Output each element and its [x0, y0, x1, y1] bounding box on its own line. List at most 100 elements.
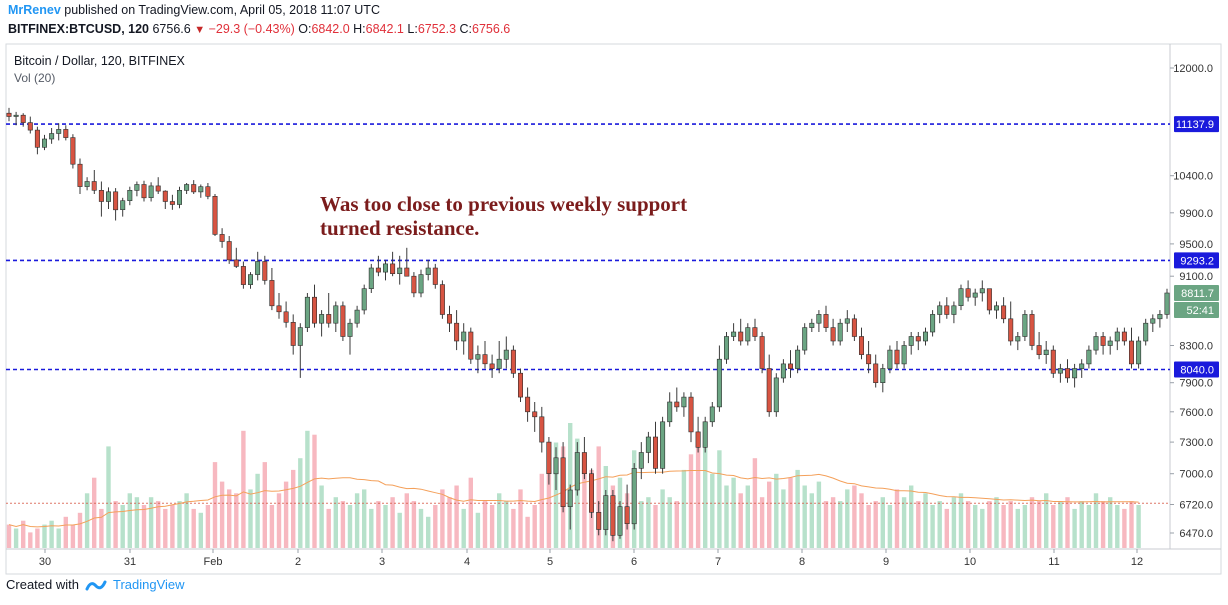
- candle: [1043, 341, 1049, 364]
- chart-frame: [5, 43, 1222, 575]
- footer: Created with TradingView: [6, 577, 185, 592]
- volume-bar: [219, 481, 225, 548]
- volume-bar: [1129, 501, 1134, 548]
- candle-body: [844, 318, 850, 324]
- candle: [432, 263, 438, 289]
- author-link[interactable]: MrRenev: [8, 3, 61, 17]
- candle-body: [709, 406, 715, 423]
- volume-bar: [1044, 493, 1049, 548]
- volume-bar: [113, 501, 118, 548]
- volume-bar: [1072, 508, 1077, 548]
- candle-body: [233, 259, 239, 267]
- volume-bar: [1115, 505, 1120, 548]
- candle: [1057, 363, 1063, 383]
- candle-body: [375, 267, 381, 273]
- candle: [84, 177, 90, 191]
- candle-body: [91, 181, 97, 191]
- candle: [375, 255, 381, 277]
- candle: [382, 259, 388, 281]
- volume-bar: [759, 497, 765, 548]
- candle: [212, 194, 218, 236]
- candle-body: [752, 327, 758, 337]
- candle-body: [496, 358, 502, 369]
- candle-body: [1001, 305, 1007, 320]
- candle: [816, 310, 822, 332]
- candle: [894, 341, 900, 369]
- volume-bar: [305, 430, 310, 548]
- candle-body: [162, 190, 168, 202]
- tradingview-brand-link[interactable]: TradingView: [112, 577, 185, 592]
- x-tick-label: Feb: [204, 556, 223, 568]
- volume-bar: [6, 524, 12, 548]
- candle: [283, 301, 289, 328]
- candle-body: [766, 368, 772, 413]
- candle-body: [432, 267, 438, 285]
- candle: [106, 187, 112, 209]
- candle: [766, 354, 772, 417]
- x-tick-label: 6: [631, 556, 637, 568]
- candle-body: [638, 452, 644, 469]
- candle-body: [468, 331, 474, 360]
- volume-bar: [433, 505, 438, 548]
- volume-bar: [987, 501, 992, 548]
- candle: [986, 288, 992, 315]
- candle-body: [461, 331, 467, 342]
- candle: [1143, 318, 1149, 346]
- x-tick-label: 7: [715, 556, 721, 568]
- x-tick-label: 9: [883, 556, 889, 568]
- candle: [837, 318, 843, 346]
- candle-body: [397, 267, 403, 274]
- candle-body: [1164, 292, 1170, 315]
- candle: [588, 468, 594, 518]
- candle: [248, 272, 254, 289]
- level-price-label-bg: [1174, 116, 1219, 133]
- candle: [354, 305, 360, 328]
- candle-body: [560, 457, 566, 507]
- candle: [141, 180, 147, 202]
- candle-body: [610, 495, 616, 536]
- candle-body: [290, 321, 296, 346]
- volume-bar: [397, 512, 402, 548]
- candle-body: [851, 318, 857, 337]
- candle-body: [489, 363, 495, 369]
- candle: [120, 197, 126, 217]
- y-tick-label: 9900.0: [1179, 208, 1213, 220]
- candle-body: [688, 396, 694, 433]
- candle-body: [255, 261, 261, 275]
- candle-body: [553, 457, 559, 475]
- candle-body: [681, 396, 687, 408]
- candle: [20, 113, 26, 127]
- candle-body: [1008, 318, 1014, 342]
- volume-bar: [63, 516, 68, 549]
- y-tick-label: 8300.0: [1179, 341, 1213, 353]
- x-tick-label: 10: [964, 556, 976, 568]
- last-price-label-bg: [1174, 285, 1219, 301]
- candle: [49, 128, 55, 144]
- volume-bar: [170, 505, 175, 548]
- candle: [951, 301, 957, 324]
- candle-body: [795, 349, 801, 369]
- candle: [1065, 359, 1071, 383]
- candle: [574, 442, 580, 496]
- level-price-label-bg: [1174, 252, 1219, 269]
- candle-body: [532, 411, 538, 418]
- volume-indicator-label: Vol (20): [14, 71, 55, 85]
- candle-body: [738, 331, 744, 342]
- volume-bar: [582, 454, 587, 549]
- candle-body: [915, 336, 921, 342]
- candle: [553, 447, 559, 490]
- candle: [652, 421, 658, 474]
- volume-bar: [994, 497, 999, 548]
- candle-body: [972, 292, 978, 298]
- candle-body: [1129, 340, 1135, 365]
- candle: [695, 416, 701, 453]
- y-tick-label: 9100.0: [1179, 271, 1213, 283]
- candle-body: [1057, 368, 1063, 374]
- candle: [723, 332, 729, 364]
- candle-body: [1100, 336, 1106, 346]
- volume-bar: [418, 508, 424, 548]
- candle: [844, 310, 850, 332]
- volume-bar: [639, 501, 644, 548]
- candle: [759, 332, 765, 374]
